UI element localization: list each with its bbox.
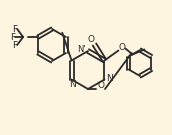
Text: N: N: [69, 80, 76, 89]
Text: N: N: [106, 74, 113, 83]
Text: O: O: [88, 35, 95, 44]
Text: O: O: [98, 82, 105, 90]
Text: F: F: [13, 24, 18, 33]
Text: F: F: [11, 33, 16, 41]
Text: F: F: [13, 40, 18, 50]
Text: O: O: [119, 43, 126, 52]
Text: N': N': [77, 45, 85, 53]
